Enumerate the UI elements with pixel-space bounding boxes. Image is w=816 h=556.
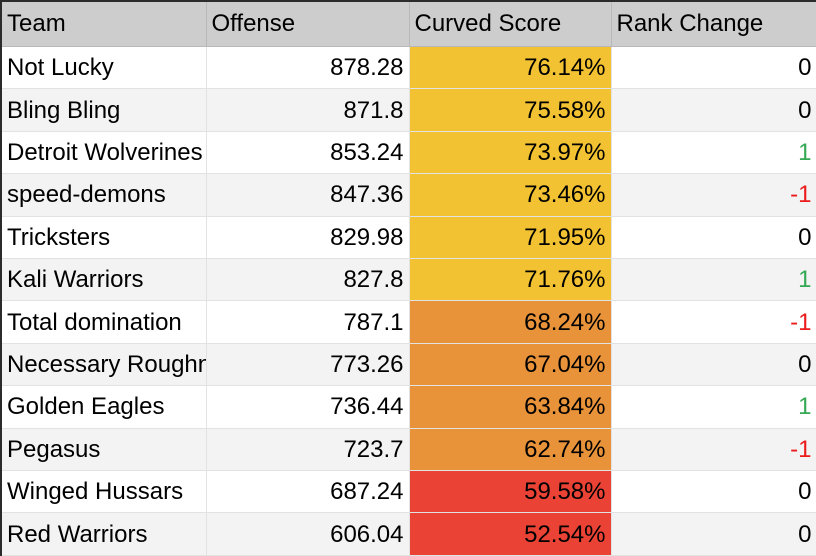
cell-team[interactable]: Not Lucky bbox=[0, 45, 207, 90]
cell-rank-change[interactable]: 0 bbox=[610, 470, 816, 514]
cell-offense[interactable]: 606.04 bbox=[205, 512, 410, 556]
header-rank-change[interactable]: Rank Change bbox=[610, 0, 816, 47]
cell-team[interactable]: Golden Eagles bbox=[0, 385, 207, 429]
cell-rank-change[interactable]: -1 bbox=[610, 300, 816, 344]
table-row: Not Lucky 878.28 76.14% 0 bbox=[0, 45, 816, 90]
cell-team[interactable]: Detroit Wolverines bbox=[0, 130, 207, 175]
table-row: Pegasus 723.7 62.74% -1 bbox=[0, 427, 816, 472]
cell-rank-change[interactable]: 1 bbox=[610, 130, 816, 175]
cell-curved-score[interactable]: 76.14% bbox=[408, 45, 612, 90]
table-row: Red Warriors 606.04 52.54% 0 bbox=[0, 512, 816, 556]
cell-rank-change[interactable]: 0 bbox=[610, 215, 816, 260]
cell-rank-change[interactable]: -1 bbox=[610, 427, 816, 472]
cell-rank-change[interactable]: 1 bbox=[610, 258, 816, 302]
cell-curved-score[interactable]: 59.58% bbox=[408, 470, 612, 514]
cell-curved-score[interactable]: 52.54% bbox=[408, 512, 612, 556]
table-body: Not Lucky 878.28 76.14% 0 Bling Bling 871.8 75… bbox=[0, 45, 816, 556]
cell-curved-score[interactable]: 63.84% bbox=[408, 385, 612, 429]
cell-offense[interactable]: 871.8 bbox=[205, 88, 410, 132]
cell-team[interactable]: Bling Bling bbox=[0, 88, 207, 132]
cell-offense[interactable]: 736.44 bbox=[205, 385, 410, 429]
cell-team[interactable]: Necessary Roughness bbox=[0, 342, 207, 387]
cell-rank-change[interactable]: 1 bbox=[610, 385, 816, 429]
table-row: speed-demons 847.36 73.46% -1 bbox=[0, 173, 816, 217]
table-row: Total domination 787.1 68.24% -1 bbox=[0, 300, 816, 344]
cell-curved-score[interactable]: 73.46% bbox=[408, 173, 612, 217]
cell-offense[interactable]: 723.7 bbox=[205, 427, 410, 472]
cell-curved-score[interactable]: 75.58% bbox=[408, 88, 612, 132]
cell-offense[interactable]: 827.8 bbox=[205, 258, 410, 302]
header-team[interactable]: Team bbox=[0, 0, 207, 47]
cell-rank-change[interactable]: 0 bbox=[610, 88, 816, 132]
table-row: Bling Bling 871.8 75.58% 0 bbox=[0, 88, 816, 132]
table-row: Winged Hussars 687.24 59.58% 0 bbox=[0, 470, 816, 514]
cell-team[interactable]: Kali Warriors bbox=[0, 258, 207, 302]
cell-curved-score[interactable]: 71.95% bbox=[408, 215, 612, 260]
cell-offense[interactable]: 829.98 bbox=[205, 215, 410, 260]
table-row: Kali Warriors 827.8 71.76% 1 bbox=[0, 258, 816, 302]
cell-curved-score[interactable]: 71.76% bbox=[408, 258, 612, 302]
cell-curved-score[interactable]: 62.74% bbox=[408, 427, 612, 472]
header-curved-score[interactable]: Curved Score bbox=[408, 0, 612, 47]
cell-curved-score[interactable]: 68.24% bbox=[408, 300, 612, 344]
cell-curved-score[interactable]: 73.97% bbox=[408, 130, 612, 175]
cell-team[interactable]: Winged Hussars bbox=[0, 470, 207, 514]
cell-team[interactable]: speed-demons bbox=[0, 173, 207, 217]
cell-rank-change[interactable]: 0 bbox=[610, 512, 816, 556]
table-row: Detroit Wolverines 853.24 73.97% 1 bbox=[0, 130, 816, 175]
table-row: Golden Eagles 736.44 63.84% 1 bbox=[0, 385, 816, 429]
header-row: Team Offense Curved Score Rank Change bbox=[0, 0, 816, 47]
cell-curved-score[interactable]: 67.04% bbox=[408, 342, 612, 387]
cell-team[interactable]: Pegasus bbox=[0, 427, 207, 472]
cell-offense[interactable]: 773.26 bbox=[205, 342, 410, 387]
cell-offense[interactable]: 853.24 bbox=[205, 130, 410, 175]
cell-rank-change[interactable]: 0 bbox=[610, 342, 816, 387]
cell-rank-change[interactable]: 0 bbox=[610, 45, 816, 90]
table-row: Tricksters 829.98 71.95% 0 bbox=[0, 215, 816, 260]
cell-team[interactable]: Red Warriors bbox=[0, 512, 207, 556]
cell-offense[interactable]: 878.28 bbox=[205, 45, 410, 90]
cell-team[interactable]: Total domination bbox=[0, 300, 207, 344]
cell-rank-change[interactable]: -1 bbox=[610, 173, 816, 217]
cell-offense[interactable]: 687.24 bbox=[205, 470, 410, 514]
cell-team[interactable]: Tricksters bbox=[0, 215, 207, 260]
header-offense[interactable]: Offense bbox=[205, 0, 410, 47]
cell-offense[interactable]: 787.1 bbox=[205, 300, 410, 344]
cell-offense[interactable]: 847.36 bbox=[205, 173, 410, 217]
